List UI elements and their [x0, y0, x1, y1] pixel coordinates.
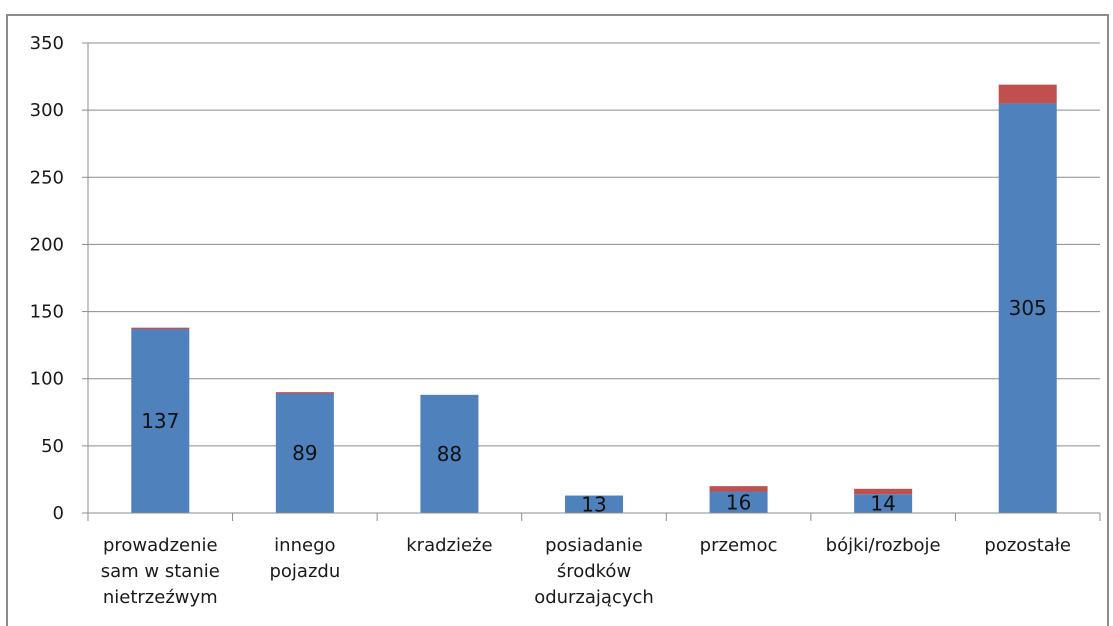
- data-label: 305: [1009, 296, 1047, 320]
- x-category-label: kradzieże: [406, 535, 492, 556]
- data-label: 137: [141, 409, 179, 433]
- bar-segment-secondary: [998, 84, 1057, 104]
- chart-frame: [6, 14, 1109, 626]
- data-label: 16: [726, 490, 751, 514]
- data-label: 88: [437, 442, 462, 466]
- y-tick-label: 150: [30, 302, 64, 323]
- bar-segment-secondary: [275, 392, 334, 394]
- y-tick-label: 0: [53, 503, 64, 524]
- x-category-label: prowadzenie sam w stanie nietrzeźwym: [101, 535, 220, 608]
- x-category-label: bójki/rozboje: [826, 535, 941, 556]
- bar-segment-secondary: [131, 327, 190, 330]
- bar-segment-primary: [131, 329, 190, 513]
- bar-segment-secondary: [709, 486, 768, 492]
- y-tick-label: 200: [30, 234, 64, 255]
- y-tick-label: 250: [30, 167, 64, 188]
- y-tick-label: 350: [30, 33, 64, 54]
- y-tick-label: 50: [41, 436, 64, 457]
- bar-segment-primary: [420, 394, 479, 513]
- data-label: 14: [870, 492, 895, 516]
- x-category-label: posiadanie środków odurzających: [534, 535, 654, 608]
- y-tick-label: 300: [30, 100, 64, 121]
- bar-segment-secondary: [854, 488, 913, 495]
- x-category-label: innego pojazdu: [269, 535, 340, 582]
- bar-segment-primary: [998, 103, 1057, 513]
- bar-segment-primary: [565, 495, 623, 513]
- y-tick-label: 100: [30, 369, 64, 390]
- x-category-label: pozostałe: [984, 535, 1071, 556]
- bar-segment-primary: [854, 494, 913, 513]
- bar-segment-primary: [709, 491, 768, 513]
- bar-segment-primary: [275, 393, 334, 513]
- data-label: 89: [292, 441, 317, 465]
- data-label: 13: [581, 492, 606, 516]
- x-category-label: przemoc: [700, 535, 778, 556]
